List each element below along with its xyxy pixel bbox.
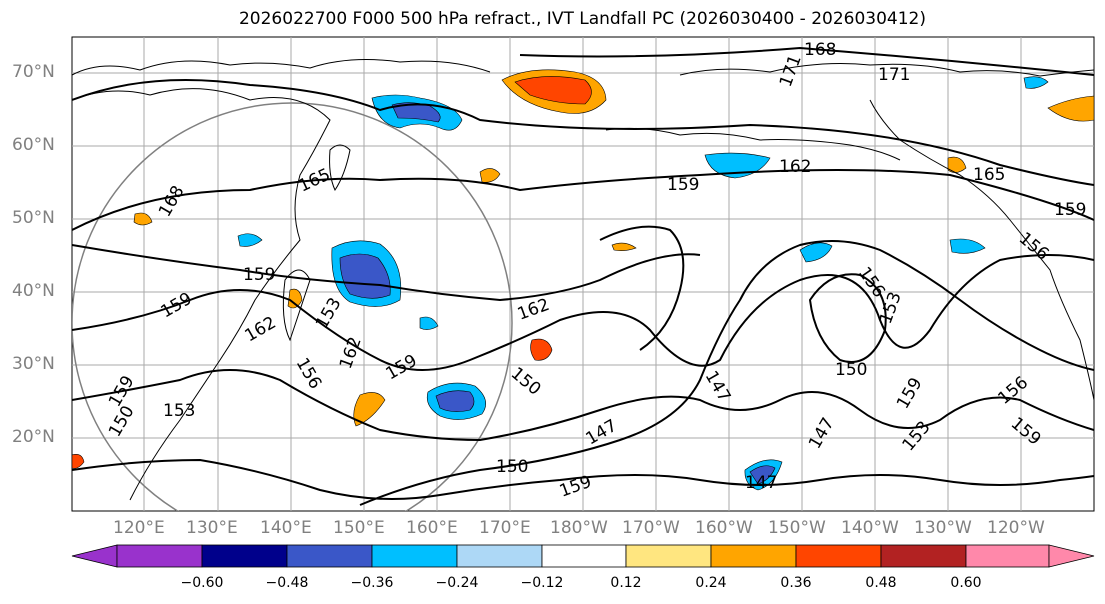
lon-label: 170°E <box>479 518 531 538</box>
colorbar-segment <box>965 544 1050 568</box>
colorbar-segment <box>795 544 882 568</box>
colorbar-segment <box>116 544 203 568</box>
lon-label: 160°E <box>406 518 458 538</box>
colorbar-segment <box>286 544 373 568</box>
lon-label: 130°E <box>186 518 238 538</box>
colorbar-tick: 0.24 <box>695 575 727 591</box>
contour-label: 150 <box>496 457 528 477</box>
contour-label: 147 <box>745 473 777 493</box>
colorbar-tick: 0.60 <box>950 575 982 591</box>
colorbar-segment <box>880 544 967 568</box>
colorbar-tick: −0.24 <box>435 575 479 591</box>
contour-label: 171 <box>878 65 910 85</box>
colorbar-segment <box>371 544 458 568</box>
landfall-circle <box>72 102 513 511</box>
colorbar-segment <box>541 544 627 568</box>
colorbar-tick: −0.48 <box>265 575 309 591</box>
lon-label: 180°W <box>550 518 608 538</box>
colorbar-tick: 0.12 <box>610 575 642 591</box>
colorbar-segment <box>456 544 543 568</box>
colorbar-tick: −0.12 <box>520 575 564 591</box>
contour-label: 159 <box>667 175 699 195</box>
lat-label: 40°N <box>12 281 55 301</box>
lon-label: 140°W <box>841 518 899 538</box>
refractivity-contours <box>72 46 1094 506</box>
lon-label: 140°E <box>260 518 312 538</box>
lat-label: 70°N <box>12 62 55 82</box>
map-title: 2026022700 F000 500 hPa refract., IVT La… <box>238 9 926 29</box>
ivt-shading <box>72 69 1094 491</box>
lat-label: 20°N <box>12 427 55 447</box>
contour-label: 165 <box>973 165 1005 185</box>
colorbar-tick: 0.36 <box>780 575 812 591</box>
colorbar-high-extend <box>1048 544 1095 568</box>
lon-label: 160°W <box>695 518 753 538</box>
lat-label: 30°N <box>12 354 55 374</box>
lon-label: 170°W <box>622 518 680 538</box>
colorbar-low-extend <box>71 544 118 568</box>
lon-label: 130°W <box>914 518 972 538</box>
contour-label: 150 <box>835 360 867 380</box>
colorbar-segment <box>625 544 712 568</box>
lon-label: 150°W <box>768 518 826 538</box>
colorbar-tick: −0.60 <box>180 575 224 591</box>
colorbar-segment <box>710 544 797 568</box>
lon-label: 120°W <box>987 518 1045 538</box>
colorbar <box>71 544 1095 568</box>
colorbar-tick: 0.48 <box>865 575 897 591</box>
lon-label: 120°E <box>113 518 165 538</box>
contour-label: 162 <box>779 157 811 177</box>
gridlines <box>72 37 1094 511</box>
contour-label: 159 <box>1054 200 1086 220</box>
lon-label: 150°E <box>333 518 385 538</box>
contour-label: 159 <box>243 265 275 285</box>
contour-label: 153 <box>163 401 195 421</box>
contour-label: 168 <box>804 40 836 60</box>
lat-label: 50°N <box>12 208 55 228</box>
lat-label: 60°N <box>12 135 55 155</box>
colorbar-segment <box>201 544 288 568</box>
colorbar-tick: −0.36 <box>350 575 394 591</box>
